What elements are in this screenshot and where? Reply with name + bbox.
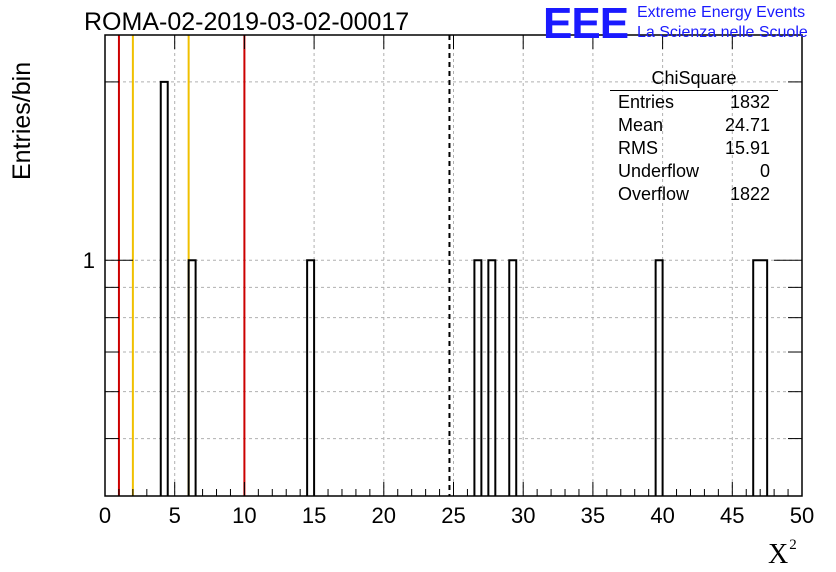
stats-label: Underflow (618, 161, 700, 181)
y-tick-label: 1 (83, 248, 95, 273)
stats-row-mean: Mean 24.71 (610, 114, 778, 137)
stats-label: Overflow (618, 184, 690, 204)
stats-title: ChiSquare (610, 67, 778, 91)
stats-row-overflow: Overflow 1822 (610, 183, 778, 206)
chart-title: ROMA-02-2019-03-02-00017 (84, 8, 410, 36)
logo-line-2: La Scienza nelle Scuole (637, 24, 808, 41)
stats-value: 1832 (729, 92, 770, 112)
histogram-bin (654, 259, 664, 496)
histogram-bin (487, 259, 497, 496)
stats-row-entries: Entries 1832 (610, 91, 778, 114)
x-tick-label: 30 (511, 503, 535, 528)
x-tick-label: 35 (581, 503, 605, 528)
histogram-bin (187, 259, 197, 496)
x-tick-label: 10 (232, 503, 256, 528)
histogram-bin (473, 259, 483, 496)
stats-value: 24.71 (724, 115, 770, 135)
x-tick-label: 50 (790, 503, 814, 528)
stats-box: ChiSquare Entries 1832 Mean 24.71 RMS 15.91… (610, 67, 778, 206)
x-axis-label: X2 (768, 537, 797, 571)
histogram-bin (508, 259, 518, 496)
x-tick-label: 15 (302, 503, 326, 528)
stats-label: Mean (618, 115, 664, 135)
histogram-bin (159, 80, 169, 496)
x-tick-label: 0 (99, 503, 111, 528)
x-axis-label-sup: 2 (789, 537, 797, 553)
histogram-bin (306, 259, 316, 496)
eee-logo: EEE (543, 0, 629, 48)
logo-line-1: Extreme Energy Events (637, 4, 806, 21)
x-axis-label-text: X (768, 539, 789, 570)
stats-value: 15.91 (724, 138, 770, 158)
stats-row-underflow: Underflow 0 (610, 160, 778, 183)
x-tick-label: 20 (372, 503, 396, 528)
stats-label: Entries (618, 92, 675, 112)
y-axis-label: Entries/bin (8, 61, 36, 180)
stats-value: 1822 (729, 184, 770, 204)
stats-label: RMS (618, 138, 658, 158)
stats-value: 0 (759, 161, 770, 181)
x-tick-label: 40 (650, 503, 674, 528)
stats-row-rms: RMS 15.91 (610, 137, 778, 160)
x-tick-label: 25 (441, 503, 465, 528)
x-tick-label: 45 (720, 503, 744, 528)
histogram-bin (752, 259, 769, 496)
x-tick-label: 5 (169, 503, 181, 528)
